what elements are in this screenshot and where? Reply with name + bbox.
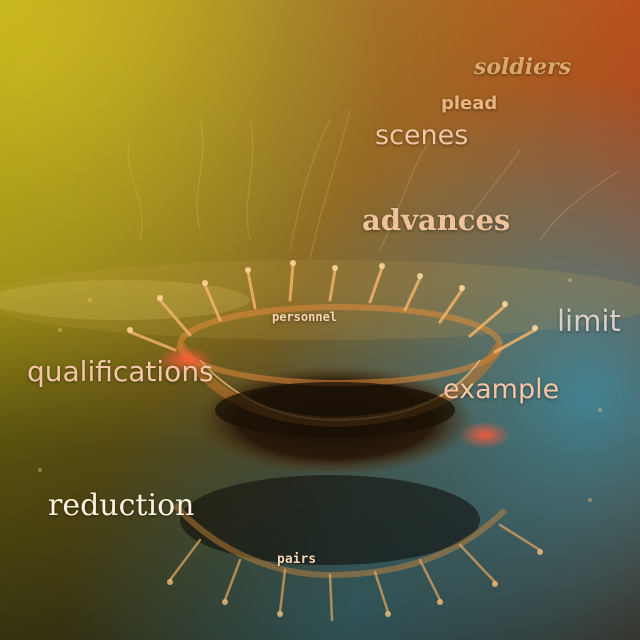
word-advances: advances [362, 203, 511, 237]
word-limit: limit [557, 304, 621, 338]
word-scenes: scenes [375, 120, 469, 151]
word-reduction: reduction [48, 488, 195, 523]
word-example: example [443, 374, 560, 405]
word-soldiers: soldiers [474, 54, 572, 80]
word-qualifications: qualifications [27, 355, 214, 388]
word-personnel: personnel [272, 310, 338, 324]
word-plead: plead [441, 93, 498, 114]
word-pairs: pairs [277, 552, 317, 567]
